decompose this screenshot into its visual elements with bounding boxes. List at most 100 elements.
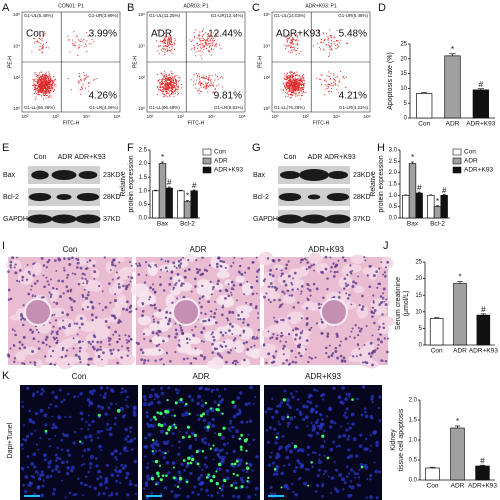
size-label: 37KD bbox=[353, 216, 371, 223]
nucleus bbox=[65, 354, 68, 357]
event-dot bbox=[318, 78, 320, 80]
nucleus bbox=[347, 283, 350, 287]
event-dot bbox=[292, 83, 294, 85]
event-dot bbox=[323, 48, 325, 50]
dapi-nucleus bbox=[245, 420, 249, 424]
event-dot bbox=[159, 45, 161, 47]
event-dot bbox=[166, 90, 168, 92]
tunel-nucleus bbox=[165, 474, 168, 477]
y-tick-label: 2.5 bbox=[139, 148, 148, 154]
dapi-nucleus bbox=[203, 425, 208, 430]
y-tick-label: 15 bbox=[400, 71, 407, 77]
nucleus bbox=[19, 269, 22, 272]
event-dot bbox=[178, 77, 180, 79]
event-dot bbox=[163, 39, 165, 41]
event-dot bbox=[220, 47, 222, 49]
dapi-nucleus bbox=[248, 419, 253, 423]
event-dot bbox=[49, 75, 51, 77]
event-dot bbox=[48, 92, 50, 94]
dapi-nucleus bbox=[328, 425, 333, 429]
tunel-nucleus bbox=[212, 444, 215, 447]
event-dot bbox=[96, 90, 98, 92]
nucleus bbox=[149, 265, 152, 268]
dapi-nucleus bbox=[220, 487, 224, 492]
nucleus bbox=[348, 293, 351, 297]
event-dot bbox=[37, 91, 39, 93]
x-tick-label: Bcl-2 bbox=[430, 221, 445, 228]
dapi-nucleus bbox=[54, 467, 58, 471]
nucleus bbox=[128, 310, 132, 314]
y-axis-label: PE-H bbox=[7, 56, 13, 68]
nucleus bbox=[153, 304, 156, 307]
nucleus bbox=[172, 288, 175, 291]
nucleus bbox=[102, 351, 105, 355]
dapi-nucleus bbox=[110, 492, 114, 495]
tunel-nucleus bbox=[209, 447, 213, 450]
event-dot bbox=[47, 97, 49, 99]
x-tick-label: Con bbox=[418, 121, 430, 128]
dapi-nucleus bbox=[218, 467, 222, 471]
nucleus bbox=[350, 330, 353, 333]
event-dot bbox=[301, 83, 303, 85]
event-dot bbox=[41, 46, 43, 48]
dapi-nucleus bbox=[170, 414, 174, 417]
dapi-nucleus bbox=[25, 434, 30, 439]
dapi-nucleus bbox=[341, 488, 345, 491]
event-dot bbox=[43, 85, 45, 87]
nucleus bbox=[280, 331, 283, 335]
nucleus bbox=[239, 318, 242, 321]
event-dot bbox=[204, 43, 206, 45]
dapi-nucleus bbox=[147, 462, 150, 465]
nucleus bbox=[372, 294, 375, 297]
nucleus bbox=[345, 284, 348, 288]
tunel-nucleus bbox=[189, 461, 193, 465]
tunel-nucleus bbox=[307, 484, 310, 487]
event-dot bbox=[34, 85, 36, 87]
event-dot bbox=[196, 74, 198, 76]
nucleus bbox=[188, 268, 191, 271]
nucleus bbox=[282, 353, 285, 356]
event-dot bbox=[290, 82, 292, 84]
dapi-nucleus bbox=[344, 411, 347, 415]
event-dot bbox=[320, 41, 322, 43]
event-dot bbox=[170, 49, 172, 51]
event-dot bbox=[169, 82, 171, 84]
nucleus bbox=[71, 272, 74, 275]
size-label: 28KD bbox=[103, 194, 121, 201]
tunel-nucleus bbox=[240, 433, 244, 437]
y-tick-label: 0.5 bbox=[139, 202, 148, 208]
event-dot bbox=[296, 50, 298, 52]
event-dot bbox=[165, 74, 167, 76]
nucleus bbox=[142, 332, 146, 335]
dapi-nucleus bbox=[156, 395, 160, 399]
dapi-nucleus bbox=[190, 398, 195, 402]
x-tick-label: 10⁴ bbox=[333, 114, 340, 119]
nucleus bbox=[107, 339, 111, 343]
nucleus bbox=[54, 319, 58, 322]
nucleus bbox=[180, 328, 184, 332]
event-dot bbox=[195, 51, 197, 53]
event-dot bbox=[38, 75, 40, 77]
event-dot bbox=[327, 86, 329, 88]
event-dot bbox=[322, 42, 324, 44]
dapi-nucleus bbox=[89, 401, 94, 406]
nucleus bbox=[160, 268, 163, 271]
dapi-nucleus bbox=[355, 454, 359, 458]
event-dot bbox=[46, 87, 48, 89]
nucleus bbox=[219, 259, 222, 263]
event-dot bbox=[165, 87, 167, 89]
nucleus bbox=[354, 281, 358, 285]
event-dot bbox=[199, 38, 201, 40]
dapi-nucleus bbox=[36, 448, 40, 451]
tunel-nucleus bbox=[239, 445, 243, 449]
dapi-nucleus bbox=[178, 446, 181, 449]
event-dot bbox=[289, 75, 291, 77]
event-dot bbox=[45, 87, 47, 89]
event-dot bbox=[200, 40, 202, 42]
event-dot bbox=[38, 87, 40, 89]
nucleus bbox=[127, 349, 130, 352]
dapi-nucleus bbox=[20, 443, 24, 447]
dapi-nucleus bbox=[41, 495, 44, 498]
nucleus bbox=[317, 302, 321, 306]
event-dot bbox=[37, 90, 39, 92]
